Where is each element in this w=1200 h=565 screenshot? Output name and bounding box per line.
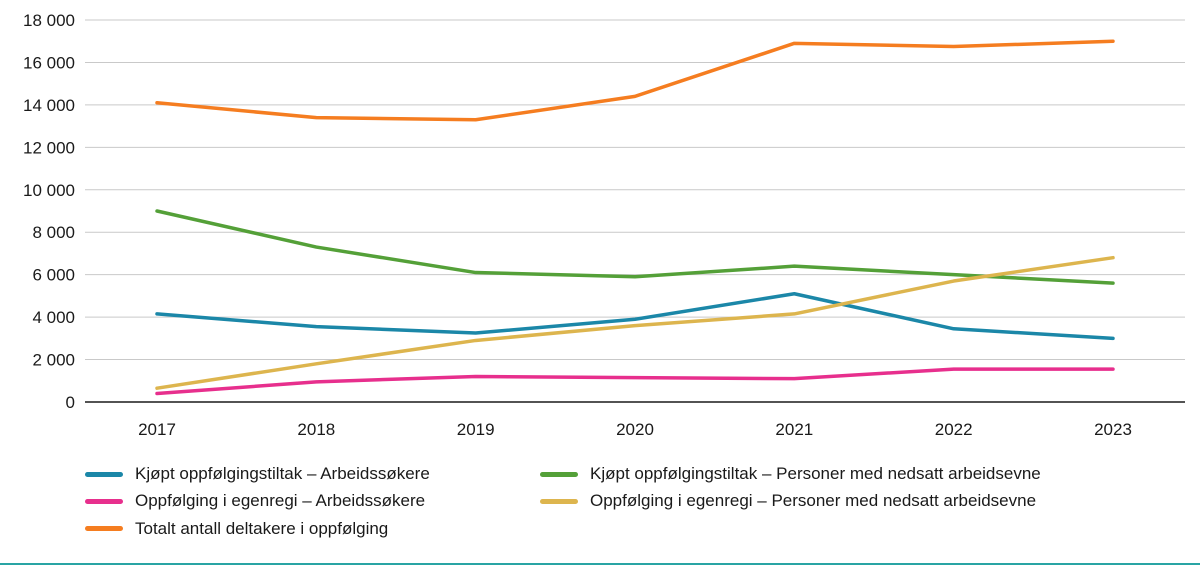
- figure-bottom-rule: [0, 563, 1200, 565]
- legend-item-4: Totalt antall deltakere i oppfølging: [85, 519, 540, 539]
- series-line-3: [155, 255, 1115, 390]
- legend-marker-icon: [540, 471, 578, 477]
- y-tick-label: 12 000: [23, 138, 75, 157]
- x-tick-label: 2020: [616, 420, 654, 439]
- legend-label: Kjøpt oppfølgingstiltak – Arbeidssøkere: [135, 464, 430, 483]
- x-tick-label: 2023: [1094, 420, 1132, 439]
- y-tick-label: 8 000: [32, 223, 75, 242]
- legend-marker-icon: [85, 499, 123, 505]
- legend-label: Kjøpt oppfølgingstiltak – Personer med n…: [590, 464, 1041, 483]
- y-tick-label: 18 000: [23, 11, 75, 30]
- legend-item-3: Oppfølging i egenregi – Personer med ned…: [540, 491, 1200, 511]
- y-tick-label: 14 000: [23, 96, 75, 115]
- y-tick-label: 4 000: [32, 308, 75, 327]
- legend-label: Oppfølging i egenregi – Personer med ned…: [590, 491, 1037, 511]
- x-tick-label: 2022: [935, 420, 973, 439]
- series-line-1: [155, 209, 1115, 285]
- x-tick-label: 2018: [297, 420, 335, 439]
- y-tick-label: 10 000: [23, 181, 75, 200]
- legend-item-2: Oppfølging i egenregi – Arbeidssøkere: [85, 491, 540, 511]
- x-tick-label: 2019: [457, 420, 495, 439]
- series-line-2: [155, 367, 1115, 396]
- line-chart: 0 2 000 4 000 6 000 8 000 10 000 12 000 14 000 1…: [23, 11, 1185, 439]
- chart-legend: Kjøpt oppfølgingstiltak – Arbeidssøkere K…: [85, 464, 1200, 539]
- legend-item-1: Kjøpt oppfølgingstiltak – Personer med n…: [540, 464, 1200, 484]
- series-line-4: [155, 39, 1115, 122]
- series-line-0: [155, 292, 1115, 341]
- legend-marker-icon: [85, 471, 123, 477]
- x-tick-label: 2017: [138, 420, 176, 439]
- legend-label: Oppfølging i egenregi – Arbeidssøkere: [135, 491, 426, 511]
- y-tick-label: 0: [66, 393, 75, 412]
- y-tick-label: 2 000: [32, 351, 75, 370]
- x-tick-label: 2021: [775, 420, 813, 439]
- y-tick-label: 6 000: [32, 266, 75, 285]
- legend-marker-icon: [85, 526, 123, 532]
- legend-item-0: Kjøpt oppfølgingstiltak – Arbeidssøkere: [85, 464, 540, 484]
- legend-marker-icon: [540, 499, 578, 505]
- legend-label: Totalt antall deltakere i oppfølging: [135, 518, 389, 538]
- y-tick-label: 16 000: [23, 53, 75, 72]
